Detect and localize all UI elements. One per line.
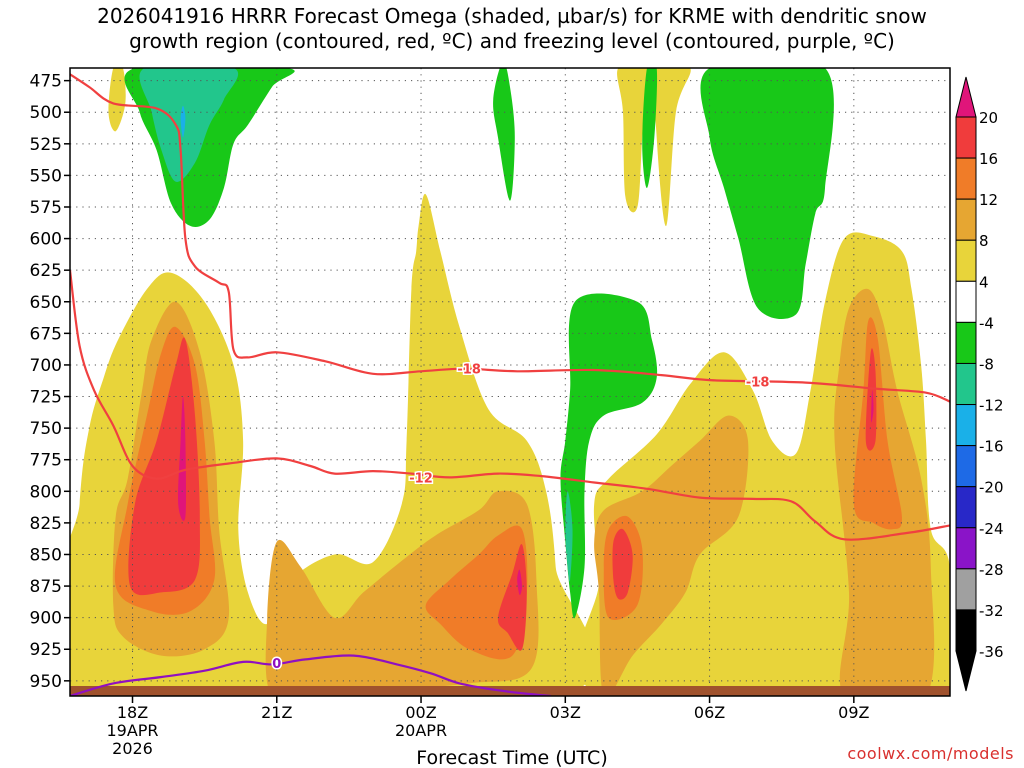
omega-region-extreme-ascent-left [178, 396, 187, 521]
colorbar-top-arrow [955, 76, 977, 118]
omega-region-weak-ascent-upper-2 [617, 68, 649, 213]
line-label--12-0: -12 [409, 471, 433, 486]
y-tick-label-850: 850 [30, 545, 62, 565]
colorbar-label--28: -28 [979, 561, 1004, 579]
colorbar-swatch--20 [955, 486, 977, 529]
omega-region-very-strong-ascent-far-right [865, 348, 877, 451]
colorbar-label--36: -36 [979, 643, 1004, 661]
omega-region-very-strong-ascent-right [612, 528, 633, 600]
y-tick-label-800: 800 [30, 482, 62, 502]
colorbar-label-8: 8 [979, 232, 989, 250]
colorbar-label--12: -12 [979, 397, 1004, 415]
omega-region-descent-upper-center [493, 68, 515, 201]
y-tick-label-700: 700 [30, 356, 62, 376]
x-tick-label-03Z: 03Z [550, 703, 581, 722]
line--12 [70, 270, 950, 541]
y-tick-label-600: 600 [30, 230, 62, 250]
chart-title-line1: 2026041916 HRRR Forecast Omega (shaded, … [97, 4, 927, 28]
line--18 [70, 73, 950, 403]
y-tick-label-725: 725 [30, 388, 62, 408]
line-label--18-2: -18 [746, 375, 770, 390]
x-tick-label-21Z: 21Z [261, 703, 292, 722]
omega-region-moderate-ascent-right [594, 415, 749, 696]
omega-shading [70, 68, 950, 696]
x-tick-label-00Z: 00Z [405, 703, 436, 722]
y-tick-label-675: 675 [30, 324, 62, 344]
colorbar-label--32: -32 [979, 602, 1004, 620]
omega-region-strong-ascent-far-right [853, 317, 902, 530]
omega-region-descent-upper-right [642, 68, 658, 189]
y-tick-label-475: 475 [30, 72, 62, 92]
colorbar-swatch--8 [955, 362, 977, 406]
line-label--18-1: -18 [457, 363, 481, 378]
y-tick-label-525: 525 [30, 135, 62, 155]
y-tick-label-950: 950 [30, 672, 62, 692]
colorbar-bottom-arrow [955, 650, 977, 692]
y-tick-label-750: 750 [30, 419, 62, 439]
colorbar-label-12: 12 [979, 191, 998, 209]
y-tick-label-625: 625 [30, 261, 62, 281]
y-tick-label-650: 650 [30, 293, 62, 313]
omega-region-extreme-ascent-far-right [871, 390, 874, 423]
x-axis-label: Forecast Time (UTC) [416, 747, 607, 768]
x-tick-label-09Z: 09Z [838, 703, 869, 722]
omega-region-weak-ascent-upper-1 [108, 68, 126, 132]
omega-region-very-strong-ascent-left [128, 337, 200, 596]
plot-frame [69, 67, 951, 697]
colorbar-swatch-12 [955, 198, 977, 241]
y-tick-label-775: 775 [30, 451, 62, 471]
colorbar: 20 16 12 8 4 -4 -8 -12 -16 -20 -24 -28 -32 -36 [955, 76, 1004, 692]
colorbar-swatch--12 [955, 404, 977, 447]
colorbar-swatch--24 [955, 527, 977, 570]
colorbar-label--16: -16 [979, 438, 1004, 456]
x-tick-date-00Z: 20APR [395, 721, 447, 740]
omega-region-strongest-descent-upper-left [180, 105, 186, 138]
isotherm-lines [70, 73, 950, 696]
colorbar-label-20: 20 [979, 109, 998, 127]
x-tick-year-18Z: 2026 [112, 739, 153, 758]
line-label-0-3: 0 [272, 657, 281, 672]
x-tick-label-06Z: 06Z [694, 703, 725, 722]
chart-title: 2026041916 HRRR Forecast Omega (shaded, … [0, 4, 1024, 54]
y-tick-label-550: 550 [30, 166, 62, 186]
omega-region-strong-descent-mid [565, 491, 573, 582]
colorbar-label-16: 16 [979, 150, 998, 168]
x-tick-label-18Z: 18Z [117, 703, 148, 722]
omega-region-strong-descent-upper-left [139, 68, 239, 182]
colorbar-swatch--28 [955, 568, 977, 611]
y-tick-label-575: 575 [30, 198, 62, 218]
isotherm-labels: -12 -18 -18 0 [271, 361, 771, 673]
site-credit: coolwx.com/models [847, 744, 1014, 763]
colorbar-label--4: -4 [979, 314, 994, 332]
y-tick-label-500: 500 [30, 103, 62, 123]
colorbar-label--8: -8 [979, 355, 994, 373]
colorbar-label--24: -24 [979, 520, 1004, 538]
colorbar-swatch-16 [955, 157, 977, 200]
colorbar-swatch--16 [955, 445, 977, 488]
chart-title-line2: growth region (contoured, red, ºC) and f… [129, 29, 895, 53]
colorbar-swatch-4 [955, 280, 977, 323]
colorbar-swatch-8 [955, 239, 977, 282]
y-tick-label-825: 825 [30, 514, 62, 534]
omega-region-weak-ascent-upper-3 [653, 68, 691, 226]
colorbar-swatch--4 [955, 321, 977, 364]
omega-region-extreme-ascent-center [517, 569, 522, 596]
y-tick-label-925: 925 [30, 640, 62, 660]
y-tick-label-900: 900 [30, 609, 62, 629]
line-0 [70, 654, 552, 696]
x-tick-date-18Z: 19APR [106, 721, 158, 740]
colorbar-swatch--32 [955, 609, 977, 652]
omega-region-descent-upper-far-right [700, 68, 834, 319]
colorbar-swatch-20 [955, 116, 977, 159]
omega-region-descent-mid [560, 293, 658, 619]
colorbar-label-4: 4 [979, 273, 989, 291]
colorbar-label--20: -20 [979, 479, 1004, 497]
y-axis: 475 500 525 550 575 600 625 650 675 700 725 750 775 8… [30, 72, 70, 692]
y-tick-label-875: 875 [30, 577, 62, 597]
